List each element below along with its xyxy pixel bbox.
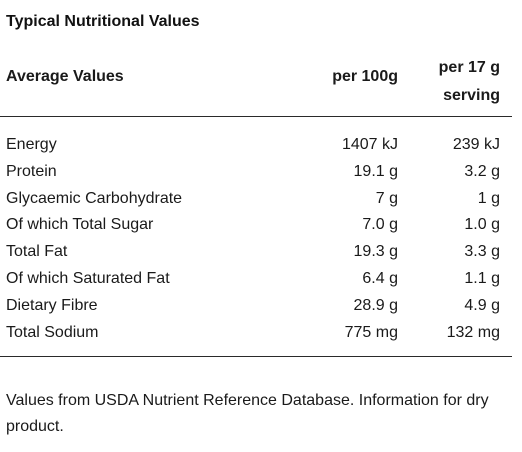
table-row: Total Fat 19.3 g 3.3 g: [0, 240, 522, 267]
footnote: Values from USDA Nutrient Reference Data…: [6, 392, 489, 435]
table-row: Of which Total Sugar 7.0 g 1.0 g: [0, 213, 522, 240]
table-row: Total Sodium 775 mg 132 mg: [0, 321, 522, 348]
value-per-100g: 7 g: [375, 189, 398, 207]
nutrient-label: Energy: [6, 136, 57, 153]
nutrient-label: Dietary Fibre: [6, 296, 98, 314]
header-average-values: Average Values: [6, 68, 124, 85]
table-row: Protein 19.1 g 3.2 g: [0, 160, 522, 187]
nutrient-label: Total Fat: [6, 243, 68, 261]
header-divider: [0, 116, 512, 117]
value-per-serving: 1 g: [477, 189, 500, 207]
header-per-100g: per 100g: [332, 68, 398, 85]
value-per-serving: 239 kJ: [452, 136, 500, 153]
nutrient-label: Total Sodium: [6, 323, 99, 341]
value-per-100g: 7.0 g: [362, 216, 398, 234]
value-per-serving: 132 mg: [446, 323, 500, 341]
value-per-serving: 3.2 g: [464, 162, 500, 180]
nutrient-rows: Energy 1407 kJ 239 kJ Protein 19.1 g 3.2…: [0, 133, 522, 347]
value-per-serving: 4.9 g: [464, 296, 500, 314]
nutrient-label: Of which Total Sugar: [6, 216, 154, 234]
value-per-100g: 28.9 g: [353, 296, 398, 314]
table-row: Dietary Fibre 28.9 g 4.9 g: [0, 294, 522, 321]
value-per-100g: 6.4 g: [362, 269, 398, 287]
value-per-100g: 1407 kJ: [341, 136, 398, 153]
footer-divider: [0, 356, 512, 357]
table-row: Glycaemic Carbohydrate 7 g 1 g: [0, 187, 522, 214]
nutrient-label: Glycaemic Carbohydrate: [6, 189, 183, 207]
table-row: Energy 1407 kJ 239 kJ: [0, 133, 522, 160]
nutrient-label: Of which Saturated Fat: [6, 269, 170, 287]
value-per-100g: 19.1 g: [353, 162, 398, 180]
value-per-serving: 1.1 g: [464, 269, 500, 287]
value-per-100g: 19.3 g: [353, 243, 398, 261]
value-per-serving: 1.0 g: [464, 216, 500, 234]
table-header: Average Values per 100g per 17 g serving: [0, 48, 522, 110]
table-row: Of which Saturated Fat 6.4 g 1.1 g: [0, 267, 522, 294]
value-per-100g: 775 mg: [344, 323, 398, 341]
panel-title: Typical Nutritional Values: [6, 13, 200, 30]
nutrient-label: Protein: [6, 162, 57, 180]
value-per-serving: 3.3 g: [464, 243, 500, 261]
header-per-serving: per 17 g serving: [438, 59, 500, 104]
